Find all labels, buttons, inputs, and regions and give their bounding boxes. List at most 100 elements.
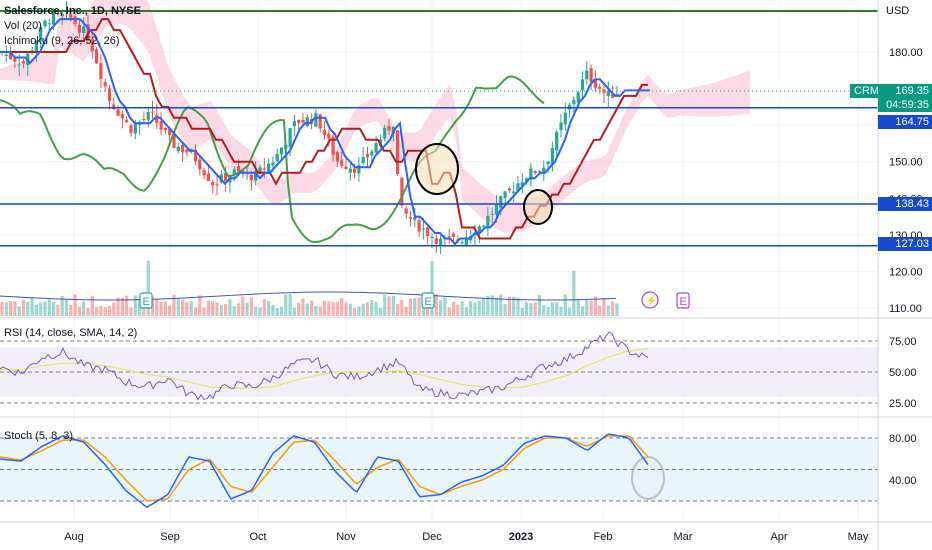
candle-body <box>202 170 206 176</box>
volume-bar <box>499 294 503 316</box>
candle-body <box>340 159 344 167</box>
volume-bar <box>284 294 288 316</box>
volume-bar <box>451 301 456 316</box>
candle-body <box>615 94 619 96</box>
kumo-segment <box>360 101 366 127</box>
kumo-segment <box>282 175 288 202</box>
candle-body <box>56 13 60 15</box>
volume-bar <box>73 294 77 316</box>
candle-body <box>580 79 585 91</box>
volume-bar <box>133 295 137 316</box>
candle-body <box>598 86 602 89</box>
kumo-segment <box>648 75 654 104</box>
kumo-segment <box>354 105 360 133</box>
annotation-circle <box>415 143 459 195</box>
volume-bar <box>34 304 38 316</box>
stoch-legend-label[interactable]: Stoch (5, 8, 3) <box>4 430 74 442</box>
candle-body <box>163 127 167 131</box>
candle-body <box>133 124 137 134</box>
kumo-segment <box>276 179 282 206</box>
volume-bar <box>13 301 17 316</box>
ticker-badge[interactable]: CRM <box>850 84 884 98</box>
candle-body <box>60 13 64 17</box>
candle-body <box>249 174 253 181</box>
kumo-segment <box>366 98 372 125</box>
rsi-legend-label[interactable]: RSI (14, close, SMA, 14, 2) <box>4 327 138 339</box>
ichimoku-legend[interactable]: Ichimoku (9, 26, 52, 26) <box>4 35 120 47</box>
volume-bar <box>396 303 400 316</box>
time-tick-label: Mar <box>674 531 693 543</box>
candle-body <box>95 49 99 64</box>
candle-body <box>159 121 163 130</box>
volume-bar <box>168 305 172 316</box>
stoch-axis: 80.00 40.00 <box>889 433 917 487</box>
volume-bar <box>292 307 296 316</box>
kumo-segment <box>144 0 150 56</box>
candle-body <box>499 196 503 209</box>
kumo-segment <box>432 100 438 142</box>
volume-bar <box>542 304 546 316</box>
volume-bar <box>460 301 464 316</box>
kumo-segment <box>624 103 630 134</box>
lightning-icon: ⚡ <box>645 294 657 307</box>
candle-body <box>327 133 331 139</box>
volume-bar <box>4 302 8 316</box>
symbol-title[interactable]: Salesforce, Inc., 1D, NYSE <box>4 5 141 17</box>
kumo-segment <box>468 172 474 211</box>
kumo-segment <box>6 64 12 81</box>
volume-bar <box>232 306 236 316</box>
currency-label: USD <box>886 5 910 17</box>
volume-bar <box>391 295 395 316</box>
rsi-tick-label: 75.00 <box>889 336 917 348</box>
kumo-segment <box>156 25 162 95</box>
kumo-segment <box>108 0 114 25</box>
candle-body <box>236 166 241 172</box>
kumo-segment <box>600 154 606 178</box>
candle-body <box>335 152 339 162</box>
time-tick-label: 2023 <box>509 531 533 543</box>
stoch-d-line <box>0 435 649 502</box>
kumo-segment <box>678 89 684 116</box>
volume-bar <box>26 301 30 316</box>
candle-body <box>387 126 391 131</box>
kumo-segment <box>192 104 198 151</box>
kumo-segment <box>660 88 666 118</box>
kumo-segment <box>12 62 18 81</box>
volume-legend[interactable]: Vol (20) <box>4 20 42 32</box>
volume-bar <box>314 305 318 316</box>
candle-body <box>305 117 309 127</box>
volume-bar <box>52 301 56 316</box>
candle-body <box>555 131 559 151</box>
candle-body <box>559 122 563 130</box>
volume-bar <box>189 301 193 316</box>
volume-bar <box>443 297 447 316</box>
volume-bar <box>520 307 524 316</box>
kumo-segment <box>504 201 510 233</box>
kumo-segment <box>612 128 618 161</box>
kumo-segment <box>378 97 384 133</box>
countdown-badge: 04:59:35 <box>878 98 932 112</box>
volume-bars <box>0 261 619 316</box>
volume-bar <box>138 298 142 316</box>
volume-bar <box>611 301 615 316</box>
time-tick-label: Nov <box>336 531 356 543</box>
volume-bar <box>426 303 430 316</box>
volume-bar <box>408 298 413 316</box>
volume-bar <box>254 306 258 316</box>
stoch-band <box>0 438 878 501</box>
candle-body <box>464 237 468 246</box>
candle-body <box>408 217 413 219</box>
price-tick-label: 150.00 <box>889 157 923 169</box>
candle-body <box>112 104 116 110</box>
kumo-segment <box>690 87 696 117</box>
volume-bar <box>361 303 365 316</box>
volume-bar <box>340 297 344 316</box>
candle-body <box>460 242 464 244</box>
candle-body <box>13 58 17 62</box>
volume-bar <box>598 305 602 316</box>
volume-bar <box>241 296 245 316</box>
candle-body <box>516 183 520 192</box>
candle-body <box>611 94 615 98</box>
rsi-tick-label: 50.00 <box>889 367 917 379</box>
candle-body <box>215 184 219 186</box>
